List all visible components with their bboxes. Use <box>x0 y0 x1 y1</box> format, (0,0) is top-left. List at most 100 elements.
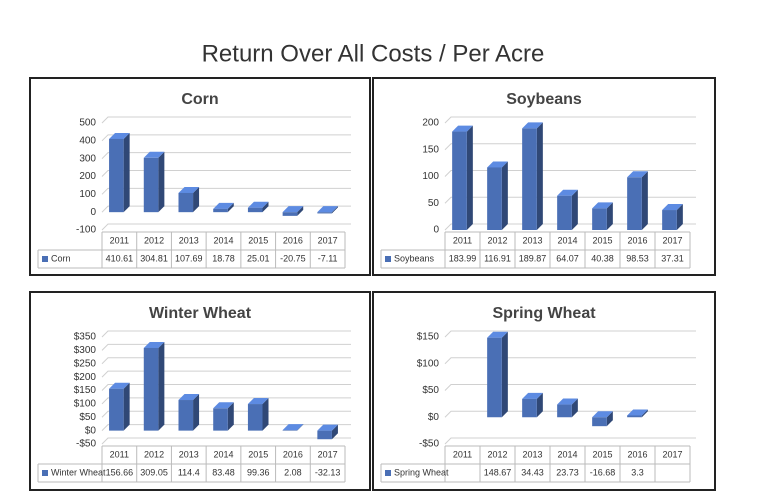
grid-line <box>444 410 696 418</box>
y-tick-label: $150 <box>74 385 97 396</box>
x-tick-label: 2016 <box>283 235 303 245</box>
data-label: 3.3 <box>631 467 644 477</box>
bar <box>487 167 502 230</box>
grid-line <box>101 370 351 378</box>
x-tick-label: 2012 <box>487 235 507 245</box>
data-label: 304.81 <box>140 253 168 263</box>
data-label: 189.87 <box>519 253 547 263</box>
y-tick-label: 150 <box>422 144 439 155</box>
y-tick-label: $0 <box>85 425 97 436</box>
bar-top <box>317 424 338 431</box>
legend-label: Soybeans <box>394 253 435 263</box>
bar-top <box>487 161 508 168</box>
x-tick-label: 2015 <box>592 449 612 459</box>
bar-side <box>158 151 165 213</box>
y-tick-label: -$50 <box>419 439 439 450</box>
grid-line <box>444 330 696 338</box>
bar-side <box>193 186 200 213</box>
grid-line <box>101 330 351 338</box>
bar-top <box>317 206 338 213</box>
bar <box>557 195 572 230</box>
bar-side <box>262 398 269 431</box>
y-tick-label: $300 <box>74 345 97 356</box>
y-tick-label: $250 <box>74 358 97 369</box>
y-tick-label: 100 <box>79 189 96 200</box>
bar <box>627 415 642 418</box>
bar <box>213 408 228 431</box>
x-tick-label: 2015 <box>248 235 268 245</box>
bar <box>522 398 537 418</box>
x-tick-label: 2017 <box>318 235 338 245</box>
bar <box>109 138 124 213</box>
bar <box>317 430 332 440</box>
x-tick-label: 2013 <box>522 449 542 459</box>
data-label: 107.69 <box>175 253 203 263</box>
legend-label: Corn <box>51 253 71 263</box>
bar-top <box>282 424 304 431</box>
y-tick-label: $0 <box>428 412 440 423</box>
x-tick-label: 2016 <box>627 235 647 245</box>
grid-line <box>101 152 351 160</box>
panel-border <box>29 291 371 491</box>
panel-border <box>372 291 716 491</box>
grid-line <box>101 134 351 142</box>
grid-line <box>101 384 351 391</box>
y-tick-label: 0 <box>433 225 439 236</box>
bar <box>247 207 263 213</box>
x-tick-label: 2016 <box>283 449 303 459</box>
bar-side <box>227 402 234 431</box>
data-label: 156.66 <box>106 467 134 477</box>
y-tick-label: 200 <box>422 118 439 129</box>
bar-side <box>606 202 613 230</box>
legend-key <box>385 256 391 262</box>
bar-side <box>501 161 508 230</box>
bar-top <box>522 392 543 399</box>
bar-side <box>571 189 578 230</box>
bar-top <box>487 331 508 338</box>
bar-top <box>213 202 234 209</box>
data-label: -7.11 <box>318 253 338 263</box>
bar <box>592 417 607 427</box>
bar-side <box>123 132 130 213</box>
x-tick-label: 2011 <box>453 235 472 245</box>
bar-top <box>109 132 130 139</box>
y-tick-label: $50 <box>422 385 439 396</box>
x-tick-label: 2013 <box>522 235 542 245</box>
bar-top <box>143 151 165 158</box>
bar-side <box>606 411 613 427</box>
grid-line <box>101 410 351 418</box>
data-label: 34.43 <box>521 467 544 477</box>
bar <box>109 388 124 431</box>
bar <box>178 192 194 213</box>
bar-side <box>262 201 269 213</box>
bar <box>247 404 263 431</box>
grid-line <box>101 343 351 351</box>
legend-label: Spring Wheat <box>394 467 449 477</box>
bar-top <box>662 204 683 211</box>
legend-key <box>42 256 48 262</box>
bar <box>627 177 642 230</box>
panel-border <box>372 77 716 276</box>
grid-line <box>444 384 696 391</box>
bar-side <box>331 206 338 214</box>
x-tick-label: 2017 <box>662 235 682 245</box>
bar <box>662 210 677 230</box>
y-tick-label: 500 <box>79 118 96 129</box>
y-tick-label: 200 <box>79 171 96 182</box>
grid-line <box>444 437 696 445</box>
y-tick-label: -$50 <box>76 439 96 450</box>
grid-line <box>101 437 351 445</box>
y-tick-label: -100 <box>76 225 96 236</box>
bar-side <box>641 171 648 230</box>
data-label: -20.75 <box>280 253 306 263</box>
x-tick-label: 2012 <box>144 235 164 245</box>
bar <box>178 400 194 431</box>
y-tick-label: $100 <box>74 399 97 410</box>
bar-side <box>536 392 543 418</box>
bar-top <box>592 411 613 418</box>
bar-side <box>501 331 508 418</box>
bar-side <box>641 409 648 418</box>
y-tick-label: $50 <box>79 412 96 423</box>
bar <box>143 347 159 431</box>
data-label: 64.07 <box>556 253 579 263</box>
